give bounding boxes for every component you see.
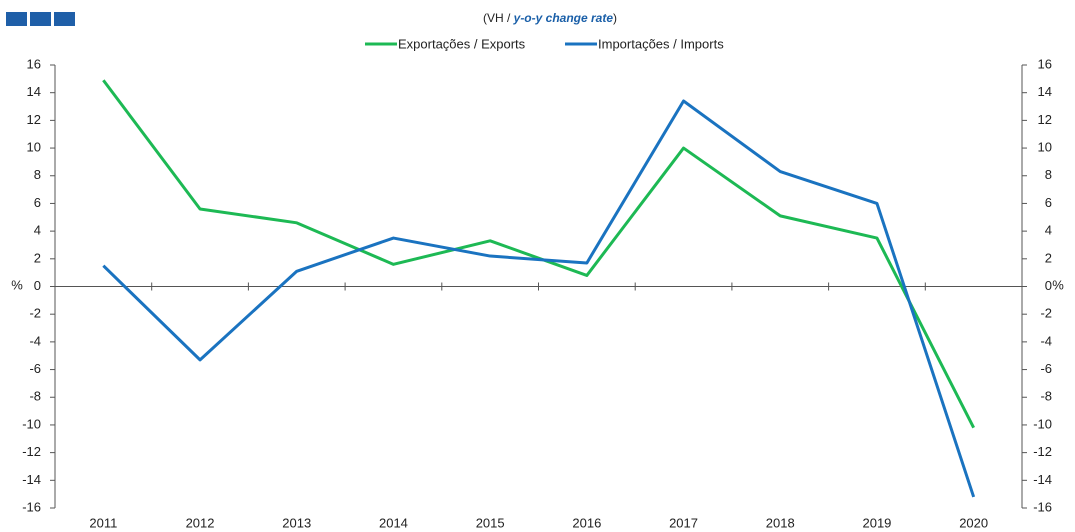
logo [6,12,75,26]
y2-tick-label: 14 [1038,84,1052,99]
y2-tick-label: -2 [1040,306,1052,321]
y2-tick-label: 6 [1045,195,1052,210]
legend-label: Importações / Imports [598,36,724,51]
y2-tick-label: 0 [1045,278,1052,293]
y2-tick-label: -14 [1033,472,1052,487]
y-tick-label: -12 [22,444,41,459]
y-tick-label: 12 [27,112,41,127]
x-tick-label: 2014 [379,515,408,530]
y-tick-label: -2 [29,306,41,321]
y-tick-label: -8 [29,389,41,404]
y-tick-label: -16 [22,499,41,514]
y2-tick-label: 10 [1038,140,1052,155]
y-tick-label: -4 [29,333,41,348]
y2-tick-label: 4 [1045,223,1052,238]
y-tick-label: 14 [27,84,41,99]
y2-tick-label: -6 [1040,361,1052,376]
y2-tick-label: 12 [1038,112,1052,127]
y2-tick-label: -4 [1040,333,1052,348]
subtitle: (VH / y-o-y change rate) [483,11,617,25]
series-line [102,99,976,498]
y2-tick-label: 16 [1038,56,1052,71]
x-tick-label: 2015 [476,515,505,530]
y2-tick-label: -12 [1033,444,1052,459]
x-tick-label: 2017 [669,515,698,530]
y2-tick-label: 2 [1045,250,1052,265]
x-tick-label: 2018 [766,515,795,530]
x-tick-label: 2016 [572,515,601,530]
y-tick-label: 10 [27,140,41,155]
y2-tick-label: -16 [1033,499,1052,514]
x-tick-label: 2011 [89,515,117,530]
x-tick-label: 2013 [282,515,311,530]
subtitle-part: ) [613,11,617,25]
x-tick-label: 2020 [959,515,988,530]
y-tick-label: 0 [34,278,41,293]
legend-label: Exportações / Exports [398,36,526,51]
subtitle-part: (VH / [483,11,514,25]
y2-tick-label: -8 [1040,389,1052,404]
y-tick-label: -14 [22,472,41,487]
y-tick-label: 6 [34,195,41,210]
y-tick-label: 2 [34,250,41,265]
x-tick-label: 2012 [186,515,215,530]
y2-tick-label: -10 [1033,416,1052,431]
x-tick-label: 2019 [862,515,891,530]
y2-axis-label: % [1052,277,1064,292]
y-tick-label: 8 [34,167,41,182]
y-tick-label: 16 [27,56,41,71]
series-line [102,79,975,429]
y-tick-label: -10 [22,416,41,431]
y-tick-label: 4 [34,223,41,238]
y2-tick-label: 8 [1045,167,1052,182]
y-tick-label: -6 [29,361,41,376]
y-axis-label: % [11,277,23,292]
subtitle-part: y-o-y change rate [513,11,614,25]
